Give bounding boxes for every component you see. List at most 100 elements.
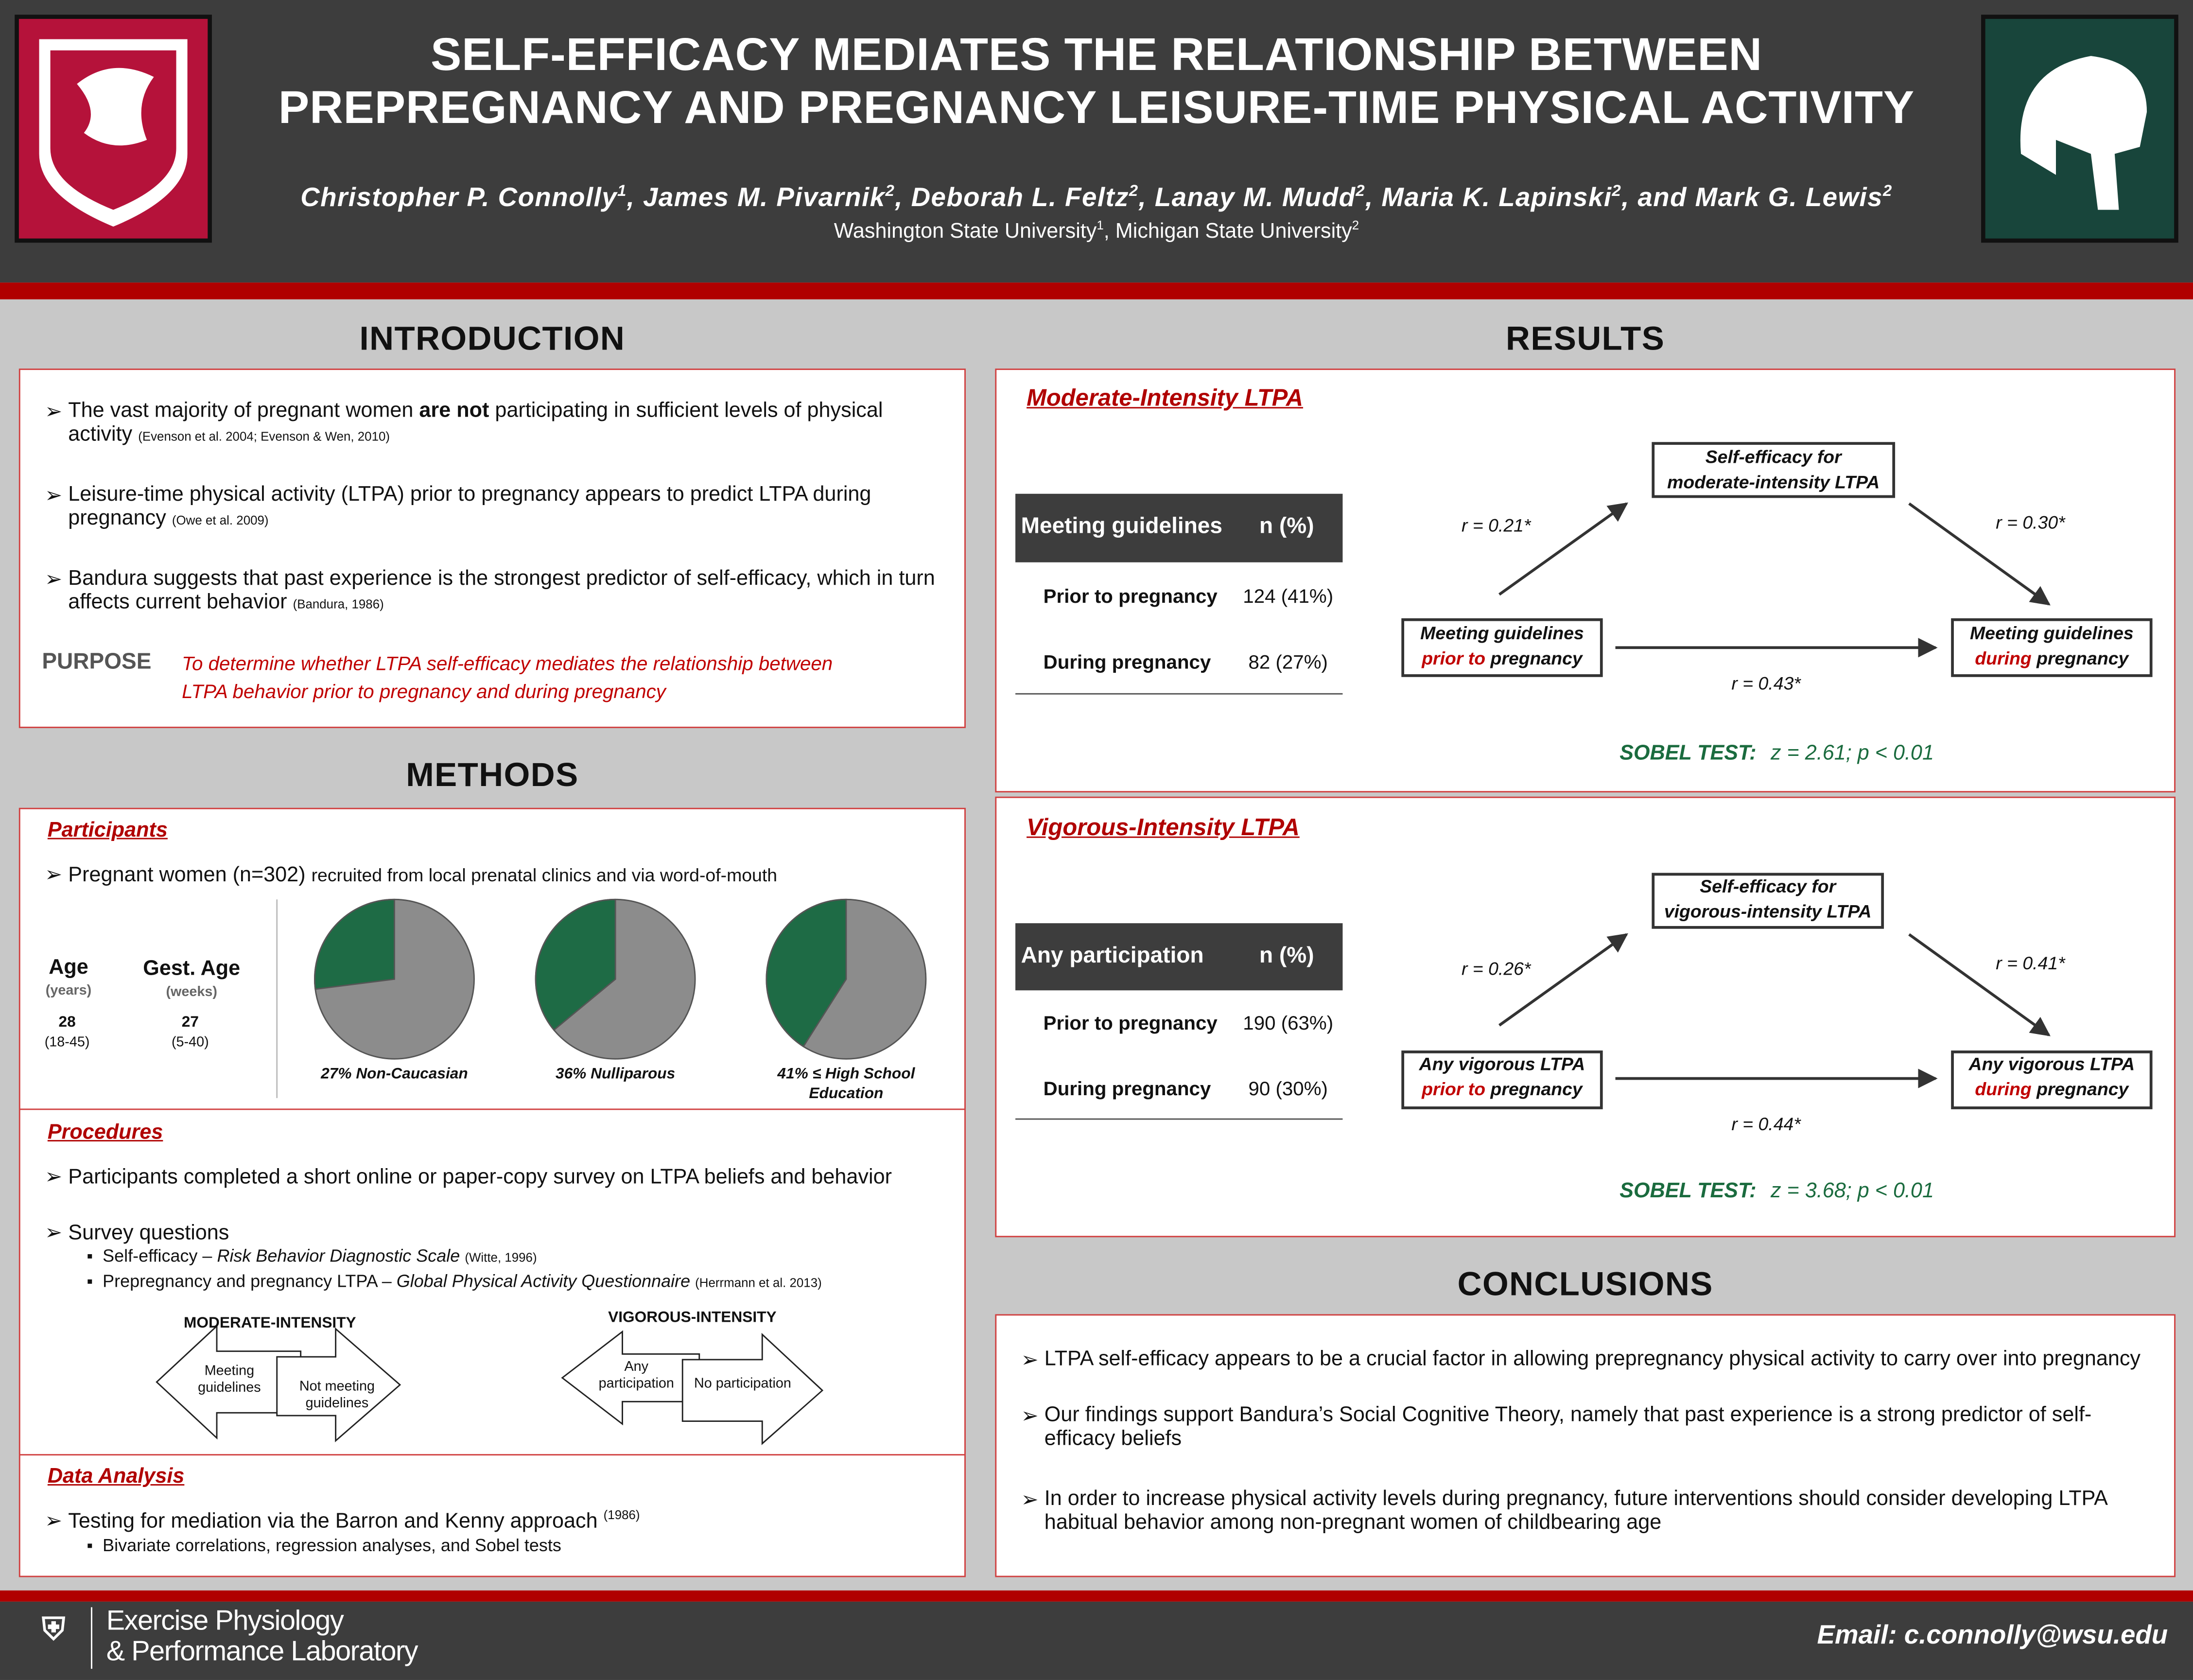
arrow xyxy=(1498,502,1628,596)
sub-bullet: ▪ Prepregnancy and pregnancy LTPA – Glob… xyxy=(87,1271,822,1291)
msu-helmet xyxy=(2020,56,2147,210)
table-cell: During pregnancy xyxy=(1043,650,1211,673)
text-run: Prepregnancy and pregnancy LTPA – xyxy=(103,1271,397,1291)
text-run: participating in sufficient levels of ph… xyxy=(68,399,883,446)
text-run: Global Physical Activity Questionnaire xyxy=(396,1271,691,1291)
purpose-label: PURPOSE xyxy=(42,650,152,674)
node-line: Meeting guidelines xyxy=(1969,622,2134,644)
arrow xyxy=(1908,933,2051,1036)
results-box xyxy=(995,796,2176,1238)
diagram-node xyxy=(1652,442,1896,498)
node-line: during pregnancy xyxy=(1952,646,2151,671)
sobel-label: SOBEL TEST: xyxy=(1619,741,1757,766)
subheading: Vigorous-Intensity LTPA xyxy=(1027,814,1300,841)
shape-label: No participation xyxy=(694,1376,791,1392)
diagram-node xyxy=(1401,1050,1603,1109)
text-run: Bivariate correlations, regression analy… xyxy=(103,1536,561,1556)
shape-label: Not meeting guidelines xyxy=(299,1379,375,1412)
subheading: Data Analysis xyxy=(47,1464,185,1488)
table-cell: Prior to pregnancy xyxy=(1043,1011,1218,1034)
subheading: Participants xyxy=(47,818,168,842)
node-highlight: during xyxy=(1975,648,2032,669)
text-run: Christopher P. Connolly xyxy=(300,183,618,213)
correlation: r = 0.41* xyxy=(1996,952,2065,974)
introduction-box xyxy=(18,368,966,728)
lab-name: Exercise Physiology xyxy=(106,1606,344,1637)
text-run: Washington State University xyxy=(834,219,1097,244)
text-run: The vast majority of pregnant women xyxy=(68,399,419,423)
lab-name: & Performance Laboratory xyxy=(106,1636,418,1668)
superscript: 2 xyxy=(885,183,895,200)
purpose-text: To determine whether LTPA self-efficacy … xyxy=(182,651,833,674)
bullet: ➢ Bandura suggests that past experience … xyxy=(45,566,954,614)
sub-bullet: ▪ Self-efficacy – Risk Behavior Diagnost… xyxy=(87,1246,537,1266)
table-cell: 190 (63%) xyxy=(1243,1011,1334,1034)
node-highlight: prior to xyxy=(1422,1078,1486,1100)
diagram-node-label: Meeting guidelines prior to pregnancy xyxy=(1403,621,1601,672)
text-run: , Maria K. Lapinski xyxy=(1365,183,1612,213)
text-run: (Herrmann et al. 2013) xyxy=(695,1276,822,1290)
stat-unit: (years) xyxy=(45,983,92,999)
red-band xyxy=(0,282,2193,299)
diagram-node-label: Any vigorous LTPA prior to pregnancy xyxy=(1403,1052,1601,1102)
node-line: Self-efficacy for xyxy=(1705,446,1842,468)
text-run: Risk Behavior Diagnostic Scale xyxy=(217,1246,460,1266)
text-run: LTPA self-efficacy appears to be a cruci… xyxy=(1044,1347,2141,1371)
text-run: (Bandura, 1986) xyxy=(293,597,384,612)
table-header xyxy=(1015,493,1343,562)
text-run: , Lanay M. Mudd xyxy=(1138,183,1356,213)
table-header-cell: n (%) xyxy=(1259,514,1314,539)
stat-value: 27 xyxy=(181,1014,199,1031)
stat-value: 28 xyxy=(58,1014,76,1031)
node-text: pregnancy xyxy=(1485,1078,1583,1100)
text-run: The vast majority of pregnant women are … xyxy=(68,399,949,446)
node-line: prior to pregnancy xyxy=(1403,646,1601,671)
node-text: pregnancy xyxy=(2031,1078,2129,1100)
diagram-title: VIGOROUS-INTENSITY xyxy=(608,1309,777,1326)
title: SELF-EFFICACY MEDIATES THE RELATIONSHIP … xyxy=(430,28,1762,80)
section-heading: CONCLUSIONS xyxy=(1457,1266,1713,1304)
diagram-node xyxy=(1951,1050,2153,1109)
text-run: , Michigan State University xyxy=(1103,219,1352,244)
superscript: 2 xyxy=(1882,183,1893,200)
correlation: r = 0.43* xyxy=(1731,673,1801,694)
text-run: Pregnant women (n=302) xyxy=(68,863,306,887)
text-run: Survey questions xyxy=(68,1221,229,1245)
correlation: r = 0.21* xyxy=(1462,514,1531,536)
node-line: vigorous-intensity LTPA xyxy=(1664,901,1872,922)
stat-unit: (weeks) xyxy=(166,984,218,1000)
bullet: ➢ Leisure-time physical activity (LTPA) … xyxy=(45,483,954,530)
subheading: Procedures xyxy=(47,1120,163,1144)
sobel-result: z = 2.61; p < 0.01 xyxy=(1770,741,1934,766)
header-band xyxy=(0,0,2193,283)
stat-label: Age xyxy=(49,955,88,980)
text-run: Leisure-time physical activity (LTPA) pr… xyxy=(68,483,949,530)
node-line: moderate-intensity LTPA xyxy=(1667,471,1880,492)
diagram-node-label: Self-efficacy for vigorous-intensity LTPA xyxy=(1642,874,1894,925)
pie-slice xyxy=(766,898,847,1048)
node-line: Any vigorous LTPA xyxy=(1968,1053,2135,1074)
node-highlight: prior to xyxy=(1422,648,1486,669)
superscript: 1 xyxy=(617,183,627,200)
title: PREPREGNANCY AND PREGNANCY LEISURE-TIME … xyxy=(278,81,1915,133)
text-run: (Witte, 1996) xyxy=(465,1250,537,1265)
node-highlight: during xyxy=(1975,1078,2032,1100)
text-run: (1986) xyxy=(603,1507,640,1522)
node-line: prior to pregnancy xyxy=(1403,1077,1601,1102)
superscript: 2 xyxy=(1352,218,1359,232)
table-cell: During pregnancy xyxy=(1043,1077,1211,1100)
correlation: r = 0.26* xyxy=(1462,958,1531,980)
sub-bullet: ▪ Bivariate correlations, regression ana… xyxy=(87,1536,561,1556)
stat-range: (5-40) xyxy=(171,1035,209,1051)
node-text: pregnancy xyxy=(2031,648,2129,669)
results-box xyxy=(995,368,2176,793)
stat-label: Gest. Age xyxy=(143,957,241,981)
table-header-cell: n (%) xyxy=(1259,944,1314,968)
text-run: are not xyxy=(419,399,489,423)
pie-label: 41% ≤ High School Education xyxy=(777,1066,915,1102)
shape-label: Meeting guidelines xyxy=(198,1364,261,1396)
footer-band xyxy=(0,1601,2193,1680)
text-run: Bandura suggests that past experience is… xyxy=(68,566,949,614)
